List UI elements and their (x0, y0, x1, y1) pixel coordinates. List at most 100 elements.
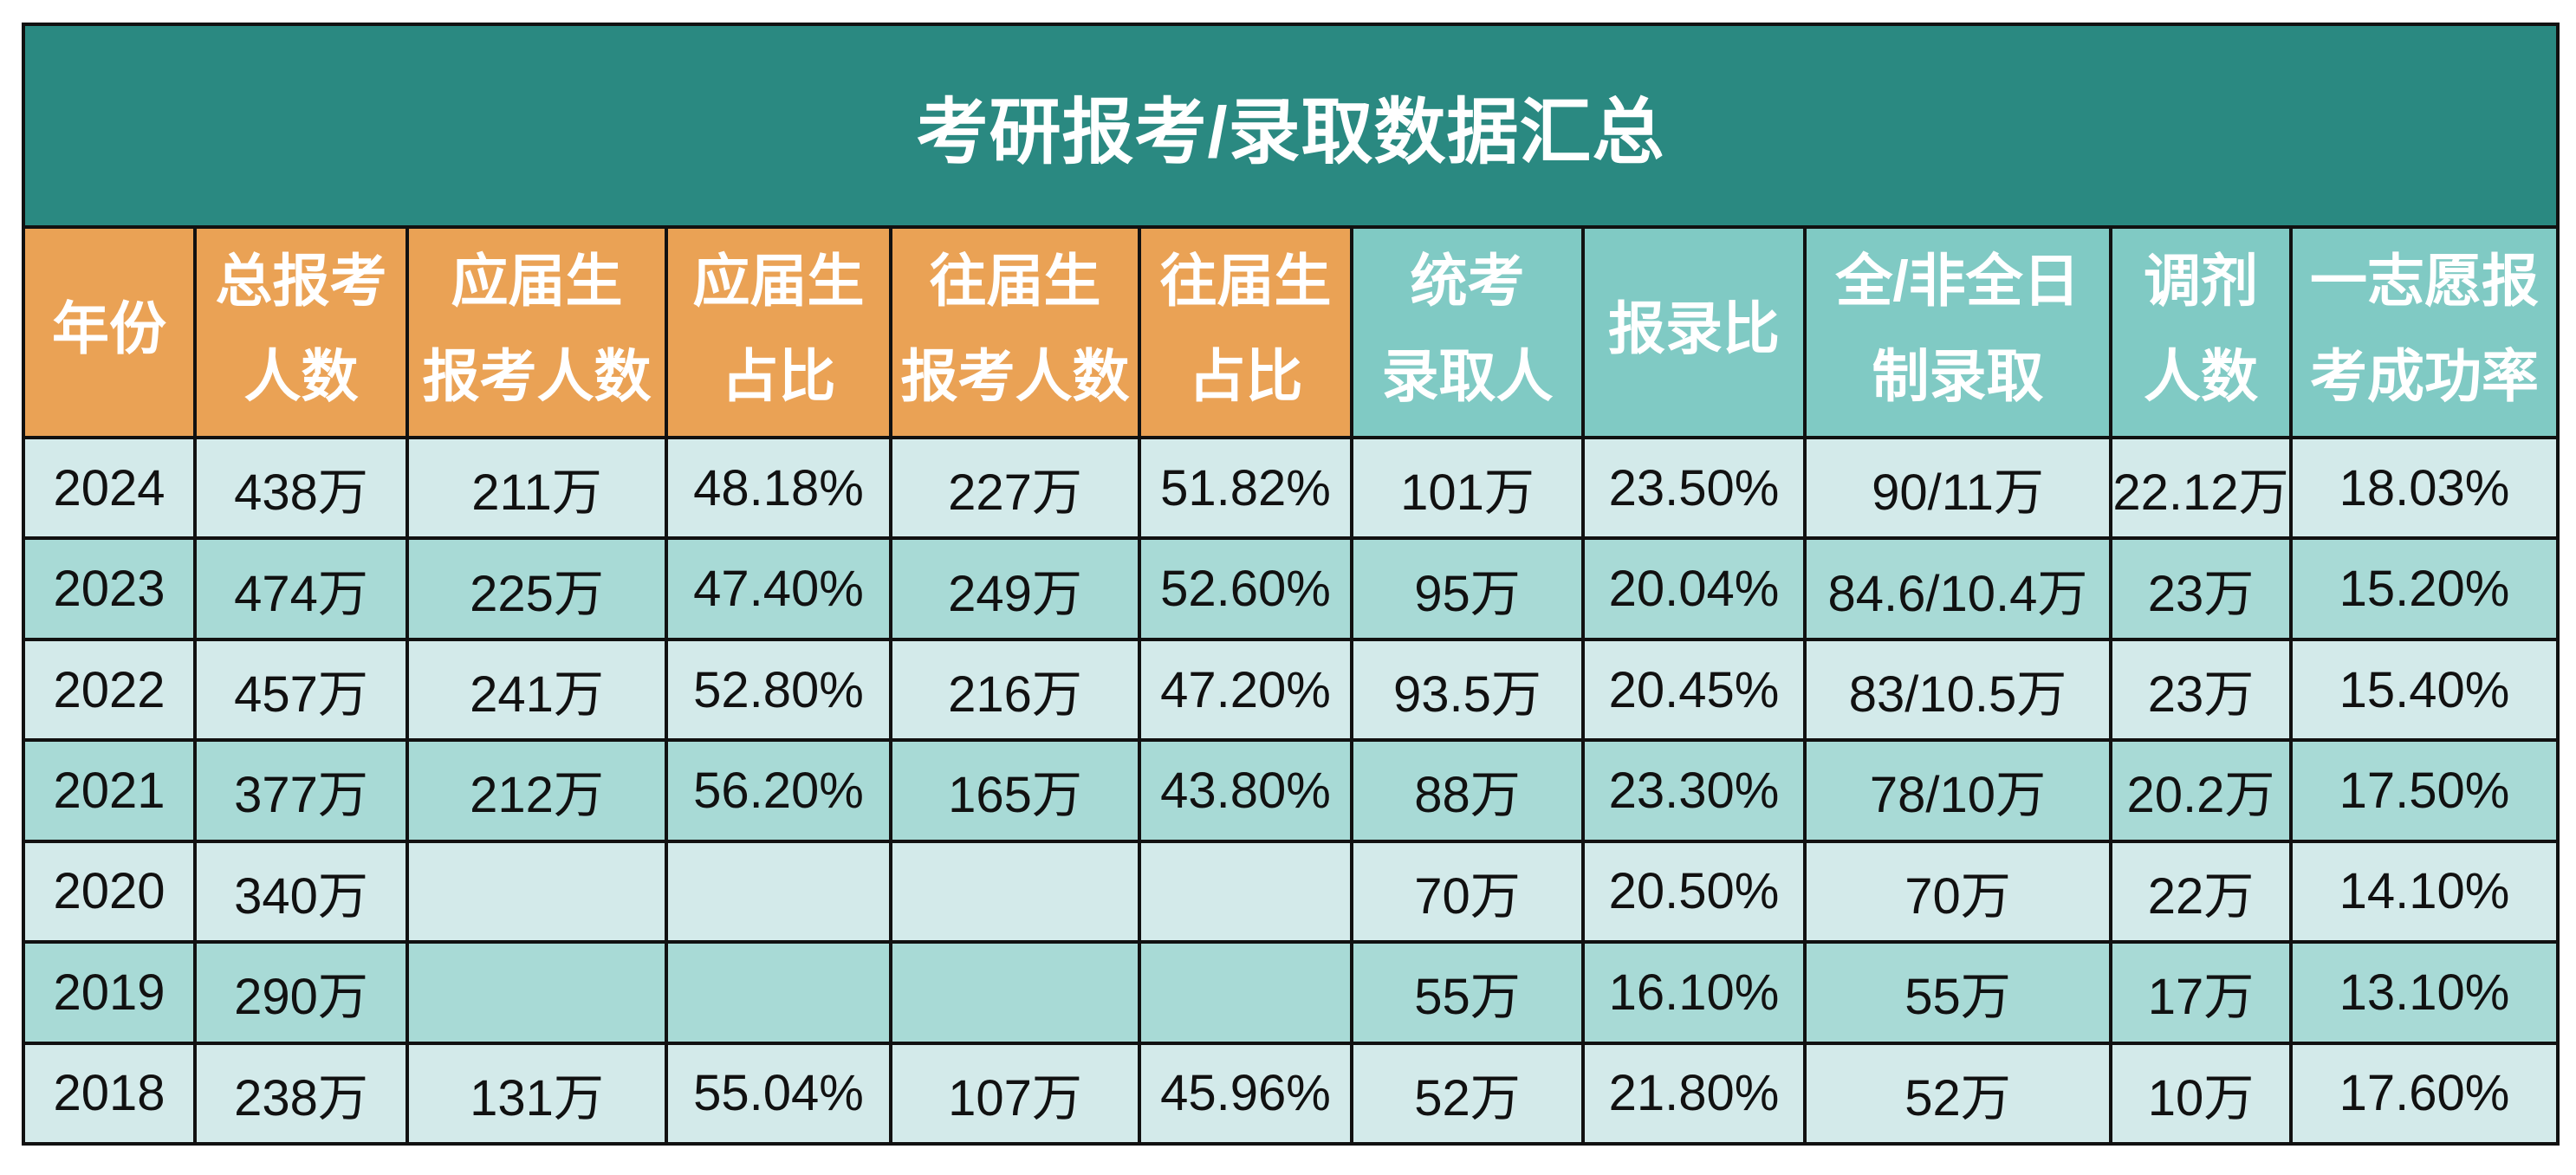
column-header-line: 人数 (243, 343, 359, 408)
cell-admission-ratio: 20.04% (1585, 540, 1803, 638)
column-header-prior-share: 往届生 占比 (1141, 229, 1350, 436)
cell-total-applicants: 474万 (197, 540, 406, 638)
column-header-adjusted: 调剂 人数 (2112, 229, 2289, 436)
cell-admitted: 52万 (1353, 1044, 1581, 1142)
column-header-admission-ratio: 报录比 (1585, 229, 1803, 436)
cell-admitted: 95万 (1353, 540, 1581, 638)
column-header-line: 往届生 (1159, 248, 1332, 313)
column-header-fresh-applicants: 应届生 报考人数 (409, 229, 665, 436)
cell-adjusted: 23万 (2112, 540, 2289, 638)
cell-admitted: 55万 (1353, 944, 1581, 1042)
data-table: 考研报考/录取数据汇总 年份 总报考 人数 应届生 报考人数 应届生 占比 往届… (22, 23, 2560, 1146)
cell-year: 2024 (25, 439, 193, 537)
cell-fresh-share (668, 944, 889, 1042)
column-header-total-applicants: 总报考 人数 (197, 229, 406, 436)
cell-total-applicants: 377万 (197, 742, 406, 840)
column-header-line: 一志愿报 (2310, 248, 2539, 313)
cell-first-choice-rate: 15.40% (2293, 640, 2556, 739)
column-header-fresh-share: 应届生 占比 (668, 229, 889, 436)
cell-fresh-applicants: 241万 (409, 640, 665, 739)
cell-prior-applicants (892, 842, 1138, 941)
column-header-year: 年份 (25, 229, 193, 436)
cell-first-choice-rate: 17.60% (2293, 1044, 2556, 1142)
cell-prior-share: 52.60% (1141, 540, 1350, 638)
cell-fresh-share: 55.04% (668, 1044, 889, 1142)
cell-year: 2019 (25, 944, 193, 1042)
cell-fresh-applicants (409, 944, 665, 1042)
cell-admitted: 88万 (1353, 742, 1581, 840)
column-header-line: 往届生 (929, 248, 1101, 313)
cell-adjusted: 17万 (2112, 944, 2289, 1042)
cell-first-choice-rate: 13.10% (2293, 944, 2556, 1042)
cell-adjusted: 23万 (2112, 640, 2289, 739)
cell-total-applicants: 290万 (197, 944, 406, 1042)
column-header-line: 录取人 (1381, 343, 1554, 408)
cell-prior-applicants: 249万 (892, 540, 1138, 638)
cell-prior-applicants: 227万 (892, 439, 1138, 537)
cell-prior-applicants: 107万 (892, 1044, 1138, 1142)
cell-total-applicants: 457万 (197, 640, 406, 739)
cell-fulltime-parttime: 52万 (1807, 1044, 2109, 1142)
column-header-line: 统考 (1410, 248, 1525, 313)
cell-fulltime-parttime: 78/10万 (1807, 742, 2109, 840)
cell-fresh-share: 52.80% (668, 640, 889, 739)
column-header-prior-applicants: 往届生 报考人数 (892, 229, 1138, 436)
cell-fulltime-parttime: 84.6/10.4万 (1807, 540, 2109, 638)
column-header-line: 占比 (1188, 343, 1303, 408)
cell-year: 2020 (25, 842, 193, 941)
column-header-line: 制录取 (1872, 343, 2044, 408)
cell-first-choice-rate: 17.50% (2293, 742, 2556, 840)
cell-total-applicants: 438万 (197, 439, 406, 537)
column-header-line: 报录比 (1608, 295, 1780, 360)
cell-admission-ratio: 20.45% (1585, 640, 1803, 739)
cell-year: 2022 (25, 640, 193, 739)
column-header-fulltime-parttime: 全/非全日 制录取 (1807, 229, 2109, 436)
cell-adjusted: 22万 (2112, 842, 2289, 941)
column-header-first-choice-rate: 一志愿报 考成功率 (2293, 229, 2556, 436)
cell-prior-applicants: 216万 (892, 640, 1138, 739)
cell-fresh-share (668, 842, 889, 941)
cell-adjusted: 22.12万 (2112, 439, 2289, 537)
cell-year: 2023 (25, 540, 193, 638)
cell-admitted: 101万 (1353, 439, 1581, 537)
cell-prior-applicants (892, 944, 1138, 1042)
cell-fresh-applicants: 211万 (409, 439, 665, 537)
cell-prior-share: 45.96% (1141, 1044, 1350, 1142)
column-header-line: 报考人数 (900, 343, 1130, 408)
cell-fulltime-parttime: 70万 (1807, 842, 2109, 941)
column-header-line: 调剂 (2144, 248, 2258, 313)
cell-total-applicants: 238万 (197, 1044, 406, 1142)
cell-first-choice-rate: 18.03% (2293, 439, 2556, 537)
cell-admission-ratio: 16.10% (1585, 944, 1803, 1042)
cell-fresh-share: 56.20% (668, 742, 889, 840)
cell-admitted: 93.5万 (1353, 640, 1581, 739)
column-header-line: 考成功率 (2310, 343, 2539, 408)
cell-fresh-applicants: 225万 (409, 540, 665, 638)
cell-fresh-applicants: 131万 (409, 1044, 665, 1142)
cell-prior-share (1141, 842, 1350, 941)
cell-prior-share: 47.20% (1141, 640, 1350, 739)
cell-admission-ratio: 20.50% (1585, 842, 1803, 941)
cell-first-choice-rate: 14.10% (2293, 842, 2556, 941)
cell-total-applicants: 340万 (197, 842, 406, 941)
cell-fresh-applicants (409, 842, 665, 941)
column-header-admitted: 统考 录取人 (1353, 229, 1581, 436)
column-header-line: 年份 (52, 295, 166, 360)
cell-fulltime-parttime: 90/11万 (1807, 439, 2109, 537)
cell-adjusted: 10万 (2112, 1044, 2289, 1142)
cell-admitted: 70万 (1353, 842, 1581, 941)
column-header-line: 人数 (2144, 343, 2258, 408)
column-header-line: 总报考 (215, 248, 387, 313)
cell-year: 2018 (25, 1044, 193, 1142)
column-header-line: 全/非全日 (1835, 248, 2080, 313)
cell-admission-ratio: 21.80% (1585, 1044, 1803, 1142)
cell-prior-share (1141, 944, 1350, 1042)
cell-fresh-share: 48.18% (668, 439, 889, 537)
cell-admission-ratio: 23.50% (1585, 439, 1803, 537)
cell-fulltime-parttime: 83/10.5万 (1807, 640, 2109, 739)
cell-prior-share: 51.82% (1141, 439, 1350, 537)
cell-fresh-share: 47.40% (668, 540, 889, 638)
cell-adjusted: 20.2万 (2112, 742, 2289, 840)
cell-prior-share: 43.80% (1141, 742, 1350, 840)
cell-fulltime-parttime: 55万 (1807, 944, 2109, 1042)
